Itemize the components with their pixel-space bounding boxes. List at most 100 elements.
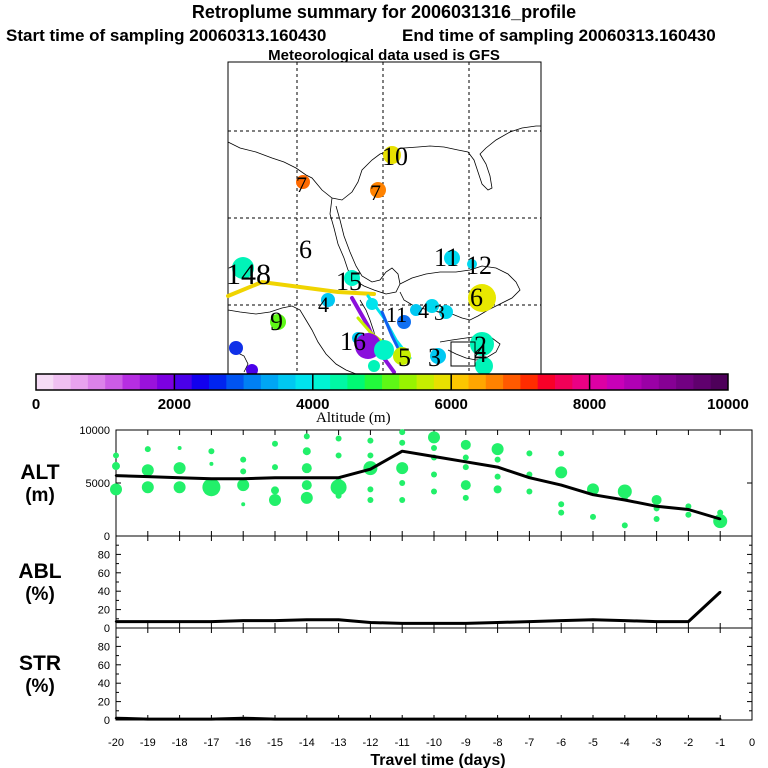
data-point xyxy=(146,620,149,623)
colorbar-cell xyxy=(503,374,521,390)
colorbar-tick-label: 0 xyxy=(32,396,40,413)
data-point xyxy=(146,717,149,721)
colorbar-cell xyxy=(87,374,106,390)
data-point xyxy=(528,717,531,721)
particle-bubble xyxy=(110,483,122,496)
start-time-label: Start time of sampling 20060313.160430 xyxy=(6,26,327,45)
x-tick-label: -3 xyxy=(652,737,662,749)
particle-bubble xyxy=(396,462,409,475)
data-point xyxy=(528,620,531,623)
data-point xyxy=(401,450,404,453)
x-tick-label: -16 xyxy=(235,737,251,749)
particle-bubble xyxy=(617,484,632,499)
panel-frame xyxy=(115,627,753,721)
y-tick-label: 60 xyxy=(98,568,110,580)
colorbar-cell xyxy=(468,374,487,390)
data-point xyxy=(655,505,658,508)
x-tick-label: -4 xyxy=(620,737,630,749)
particle-bubble xyxy=(431,471,437,478)
particle-bubble xyxy=(399,429,406,436)
colorbar-cell xyxy=(676,374,694,390)
particle-bubble xyxy=(113,452,119,459)
particle-bubble xyxy=(272,464,278,471)
x-tick-label: -5 xyxy=(588,737,598,749)
data-point xyxy=(305,717,308,721)
data-point xyxy=(337,476,340,479)
colorbar-cell xyxy=(53,374,72,390)
colorbar-cell xyxy=(105,374,123,390)
series-line xyxy=(116,591,722,625)
particle-bubble xyxy=(462,494,469,501)
map-label: 5 xyxy=(398,343,411,372)
y-tick-label: 80 xyxy=(98,641,110,653)
map-label: 4 xyxy=(318,292,329,317)
particle-bubble xyxy=(173,481,186,494)
data-point xyxy=(401,622,404,625)
particle-bubble xyxy=(526,488,533,495)
map-panel: 10 7 7 6 148 11 12 15 6 4 11 4 3 9 16 5 … xyxy=(226,61,542,376)
particle-bubble xyxy=(144,446,151,453)
colorbar-cell xyxy=(399,374,418,390)
panel-ylabel: ALT xyxy=(20,461,59,484)
particle-bubble xyxy=(494,473,501,480)
particle-bubble xyxy=(621,522,628,529)
y-tick-label: 20 xyxy=(98,697,110,709)
x-tick-label: -2 xyxy=(684,737,694,749)
colorbar-cell xyxy=(243,374,262,390)
particle-bubble xyxy=(173,462,186,475)
data-point xyxy=(369,717,372,721)
colorbar-cell xyxy=(555,374,573,390)
particle-bubble xyxy=(303,433,310,440)
data-point xyxy=(687,717,690,721)
data-point xyxy=(591,618,595,621)
colorbar-cell xyxy=(572,374,591,390)
colorbar-cell xyxy=(589,374,608,390)
particle-bubble xyxy=(209,461,214,466)
colorbar-cell xyxy=(710,374,729,390)
x-tick-label: -17 xyxy=(203,737,219,749)
x-tick-label: -14 xyxy=(299,737,315,749)
data-point xyxy=(114,620,118,623)
map-label: 15 xyxy=(336,267,362,296)
particle-bubble xyxy=(399,480,406,486)
colorbar-cell xyxy=(312,374,331,390)
plume-dots xyxy=(229,146,496,376)
colorbar-cell xyxy=(485,374,504,390)
y-tick-label: 0 xyxy=(104,623,110,635)
data-point xyxy=(337,717,340,721)
altitude-colorbar: 0 2000 4000 6000 8000 10000 Altitude (m) xyxy=(32,373,749,426)
data-point xyxy=(305,476,308,479)
particle-bubble xyxy=(558,509,565,516)
particle-bubble xyxy=(240,468,247,475)
data-point xyxy=(146,475,149,478)
particle-bubble xyxy=(335,492,342,499)
data-point xyxy=(242,477,245,480)
data-point xyxy=(210,620,213,623)
y-tick-label: 0 xyxy=(104,531,110,543)
colorbar-cell xyxy=(139,374,158,390)
map-label: 2 xyxy=(474,331,487,360)
colorbar-tick-label: 6000 xyxy=(435,396,468,413)
map-label: 10 xyxy=(382,142,408,171)
panel-alt: 0 5000 10000 ALT(m) xyxy=(20,425,753,543)
x-tick-label: -12 xyxy=(362,737,378,749)
map-label: 3 xyxy=(434,300,445,325)
particle-bubble xyxy=(367,486,374,493)
particle-bubble xyxy=(302,447,311,456)
map-label: 4 xyxy=(418,298,429,323)
map-label: 148 xyxy=(226,258,271,291)
data-point xyxy=(464,622,467,625)
data-point xyxy=(210,717,213,721)
particle-bubble xyxy=(558,501,565,508)
particle-bubble xyxy=(237,479,250,492)
y-tick-label: 80 xyxy=(98,549,110,561)
map-label: 6 xyxy=(470,283,483,312)
particle-bubble xyxy=(335,435,342,442)
data-point xyxy=(623,498,626,502)
particle-bubble xyxy=(335,452,342,459)
particle-bubble xyxy=(558,450,565,457)
data-point xyxy=(719,517,722,521)
data-point xyxy=(210,477,213,480)
particle-bubble xyxy=(431,445,437,452)
particle-bubble xyxy=(141,464,154,477)
